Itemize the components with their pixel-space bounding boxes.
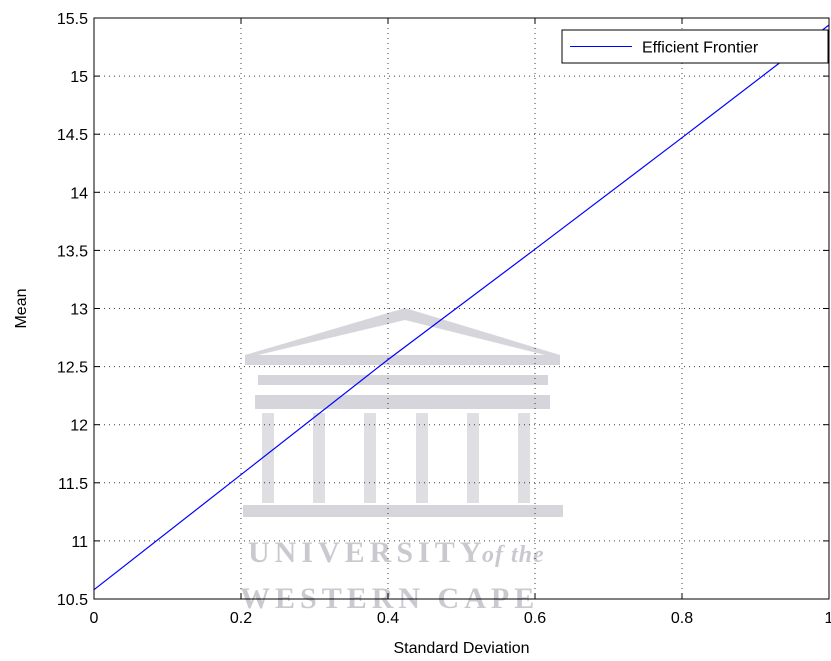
y-axis-title: Mean bbox=[13, 288, 30, 328]
x-axis-title: Standard Deviation bbox=[393, 640, 529, 657]
y-tick-label: 11 bbox=[71, 534, 88, 551]
x-tick-label: 0 bbox=[90, 610, 99, 627]
legend: Efficient Frontier bbox=[561, 29, 829, 64]
x-tick-label: 0.8 bbox=[671, 610, 693, 627]
x-tick-labels: 0 0.2 0.4 0.6 0.8 1 bbox=[90, 610, 831, 627]
y-tick-label: 10.5 bbox=[57, 592, 88, 609]
y-tick-label: 13.5 bbox=[57, 243, 88, 260]
y-tick-label: 14 bbox=[70, 185, 88, 202]
y-tick-label: 15.5 bbox=[57, 11, 88, 28]
series-line-efficient-frontier bbox=[93, 24, 830, 591]
x-tick-label: 0.6 bbox=[524, 610, 546, 627]
y-tick-label: 13 bbox=[70, 302, 88, 319]
watermark-university-logo: UNIVERSITY of the WESTERN CAPE bbox=[240, 308, 563, 615]
series-layer bbox=[93, 24, 830, 591]
x-tick-label: 0.2 bbox=[230, 610, 252, 627]
y-tick-labels: 10.5 11 11.5 12 12.5 13 13.5 14 14.5 15 15.5 bbox=[57, 11, 88, 609]
y-tick-label: 14.5 bbox=[57, 127, 88, 144]
grid-layer bbox=[94, 18, 829, 599]
y-tick-label: 15 bbox=[70, 69, 88, 86]
watermark-line1: UNIVERSITY bbox=[248, 536, 486, 569]
y-tick-label: 11.5 bbox=[58, 476, 88, 493]
watermark-line1-suffix: of the bbox=[482, 542, 545, 568]
ticks-layer bbox=[93, 17, 830, 600]
y-tick-label: 12.5 bbox=[57, 360, 88, 377]
x-tick-label: 0.4 bbox=[377, 610, 399, 627]
y-tick-label: 12 bbox=[70, 418, 88, 435]
x-tick-label: 1 bbox=[825, 610, 831, 627]
legend-label-efficient-frontier: Efficient Frontier bbox=[642, 40, 759, 57]
